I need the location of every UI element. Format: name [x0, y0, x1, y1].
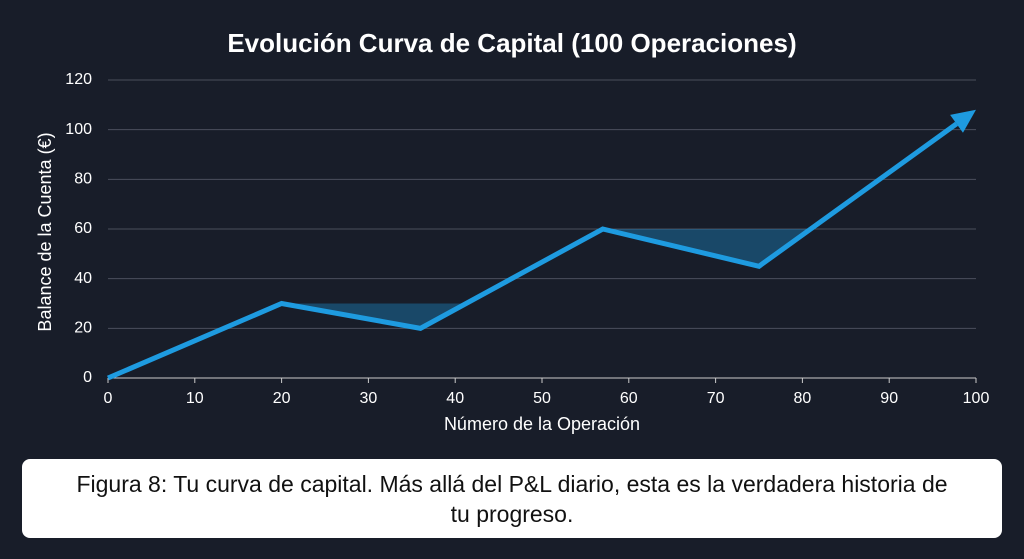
caption-box: Figura 8: Tu curva de capital. Más allá …: [22, 459, 1002, 538]
drawdown-area: [602, 229, 811, 267]
x-tick-label: 70: [707, 390, 725, 407]
arrow-head: [950, 109, 976, 133]
y-axis-title: Balance de la Cuenta (€): [35, 132, 55, 331]
x-tick-label: 0: [104, 390, 113, 407]
series-line: [107, 121, 958, 381]
y-tick-label: 60: [74, 220, 92, 237]
y-tick-label: 0: [83, 369, 92, 386]
chart-title: Evolución Curva de Capital (100 Operacio…: [227, 28, 796, 58]
y-tick-label: 120: [65, 71, 92, 88]
x-tick-label: 10: [186, 390, 204, 407]
x-tick-label: 80: [794, 390, 812, 407]
x-tick-label: 50: [533, 390, 551, 407]
y-tick-label: 20: [74, 320, 92, 337]
y-tick-label: 80: [74, 171, 92, 188]
y-tick-label: 100: [65, 121, 92, 138]
x-tick-label: 40: [446, 390, 464, 407]
x-tick-label: 100: [963, 390, 990, 407]
x-tick-label: 20: [273, 390, 291, 407]
x-axis-title: Número de la Operación: [444, 414, 640, 434]
x-tick-label: 30: [360, 390, 378, 407]
x-tick-label: 90: [880, 390, 898, 407]
caption: Figura 8: Tu curva de capital. Más allá …: [76, 470, 948, 527]
x-tick-label: 60: [620, 390, 638, 407]
y-tick-label: 40: [74, 270, 92, 287]
chart: Evolución Curva de Capital (100 Operacio…: [35, 28, 990, 434]
